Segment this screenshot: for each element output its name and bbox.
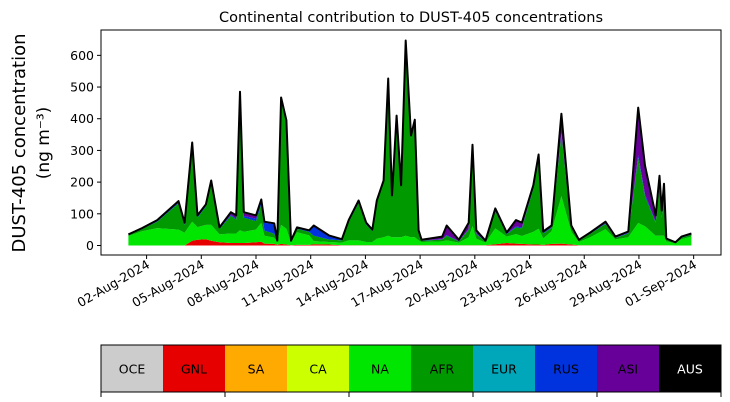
colorbar-swatch-gnl <box>163 345 226 392</box>
colorbar-swatch-na <box>349 345 412 392</box>
y-tick-label: 300 <box>70 143 94 158</box>
y-axis-label: DUST-405 concentration <box>9 33 30 252</box>
colorbar-label: GNL <box>181 362 207 377</box>
colorbar-label: AFR <box>430 362 455 377</box>
y-axis-label-units: (ng m⁻³) <box>34 107 54 180</box>
colorbar-swatch-rus <box>535 345 598 392</box>
y-tick-label: 0 <box>86 238 94 253</box>
colorbar-label: NA <box>371 362 389 377</box>
colorbar-swatch-oce <box>101 345 164 392</box>
colorbar: OCE GNL SA CA NA AFR EUR RUS ASI AUS <box>100 344 722 397</box>
colorbar-label: RUS <box>553 362 579 377</box>
y-tick-label: 400 <box>70 111 94 126</box>
colorbar-label: EUR <box>491 362 517 377</box>
colorbar-label: SA <box>248 362 265 377</box>
colorbar-label: OCE <box>119 362 146 377</box>
area-gnl <box>128 239 692 246</box>
y-tick-label: 200 <box>70 175 94 190</box>
y-tick-label: 100 <box>70 206 94 221</box>
y-tick-label: 500 <box>70 80 94 95</box>
plot-area: 010020030040050060002-Aug-202405-Aug-202… <box>70 29 722 310</box>
total-line <box>127 39 692 244</box>
colorbar-swatch-asi <box>597 345 660 392</box>
area-afr <box>128 43 692 244</box>
colorbar-label: CA <box>309 362 327 377</box>
y-tick-label: 600 <box>70 48 94 63</box>
colorbar-swatch-afr <box>411 345 474 392</box>
axes-frame <box>100 29 722 256</box>
colorbar-swatch-aus <box>659 345 722 392</box>
colorbar-label: AUS <box>677 362 703 377</box>
colorbar-swatch-ca <box>287 345 350 392</box>
colorbar-label: ASI <box>618 362 638 377</box>
colorbar-swatch-eur <box>473 345 536 392</box>
chart-title: Continental contribution to DUST-405 con… <box>219 10 603 26</box>
colorbar-frame <box>100 344 722 393</box>
colorbar-swatch-sa <box>225 345 288 392</box>
area-na <box>128 196 692 246</box>
